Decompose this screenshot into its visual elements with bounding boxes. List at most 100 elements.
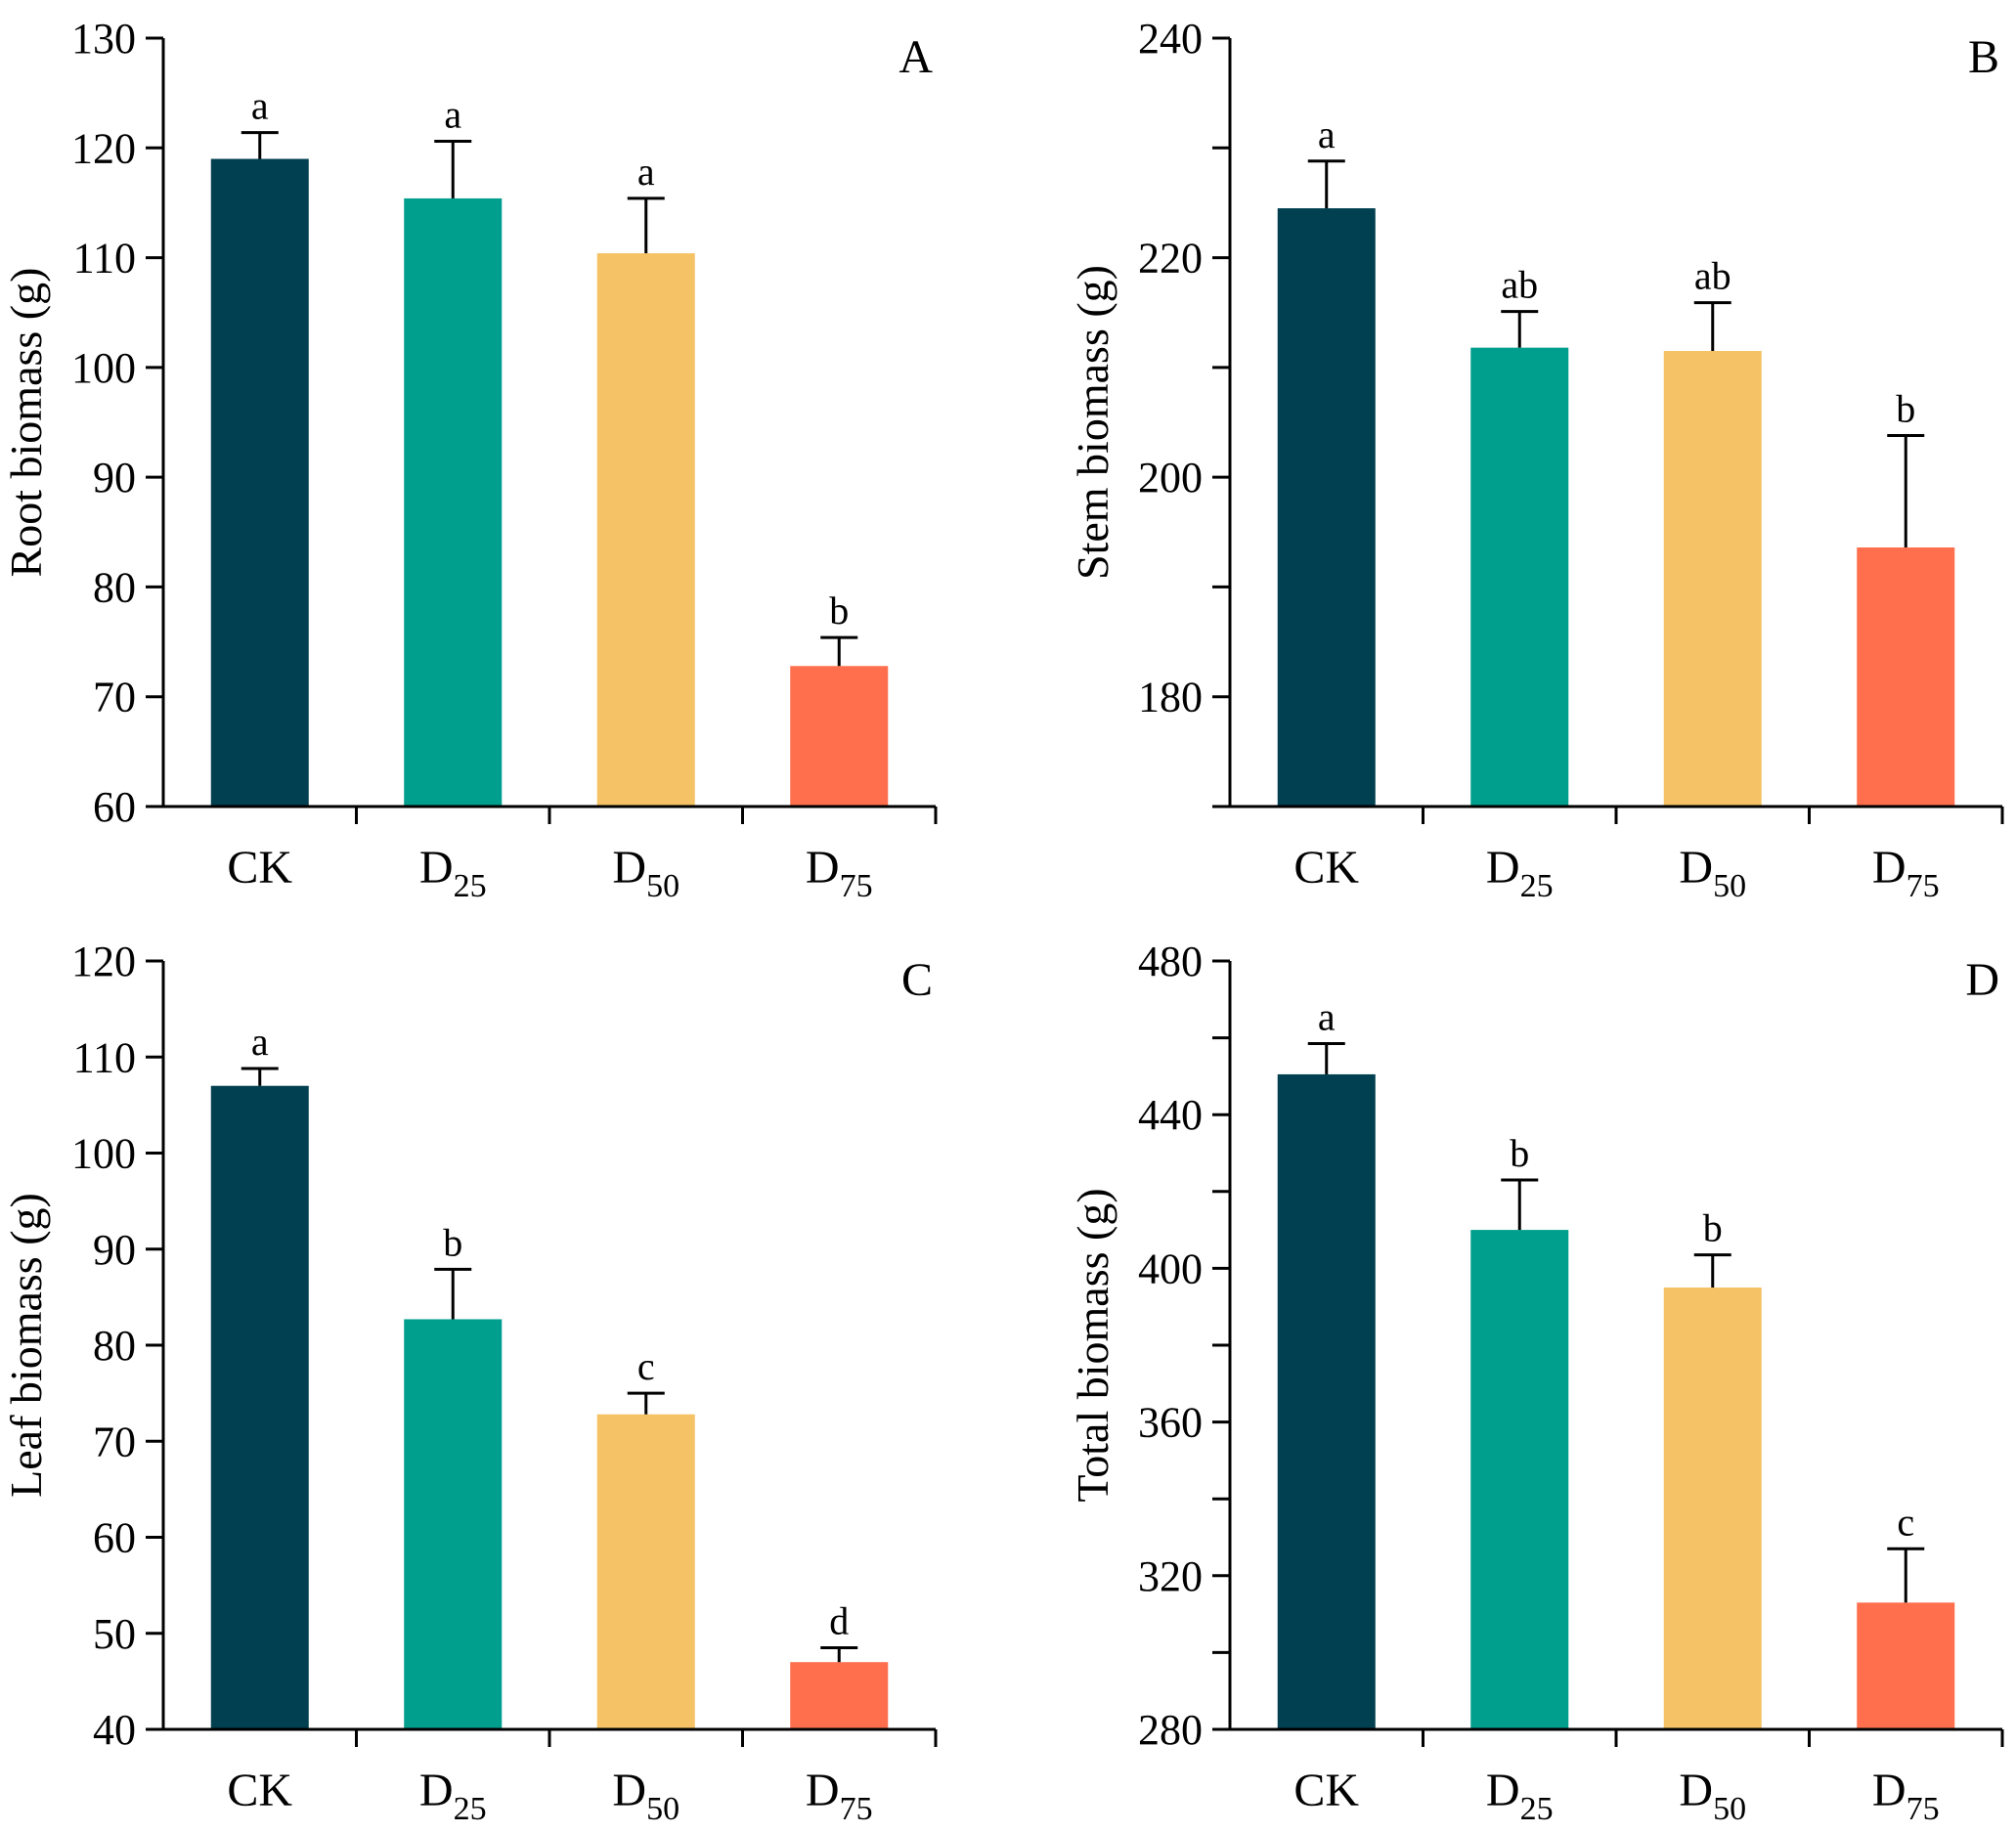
y-tick-label-0: 40 (93, 1706, 136, 1754)
bar-3 (790, 666, 889, 807)
x-category-label-1: D25 (1486, 842, 1554, 904)
y-tick-label-7: 110 (73, 1033, 136, 1081)
y-tick-label-1: 200 (1138, 454, 1203, 502)
x-category-label-2: D50 (1679, 1765, 1746, 1827)
y-tick-label-5: 90 (93, 1226, 136, 1274)
y-tick-label-4: 100 (71, 344, 136, 392)
panel-label: A (898, 31, 933, 83)
bar-2 (596, 1414, 695, 1729)
bar-2 (1663, 1287, 1762, 1729)
panel-label: B (1968, 31, 1999, 83)
y-tick-label-1: 70 (93, 674, 136, 721)
x-category-main: D (612, 1765, 646, 1816)
x-category-label-0: CK (1293, 1765, 1359, 1816)
y-tick-label-4: 80 (93, 1322, 136, 1370)
y-tick-label-3: 240 (1138, 15, 1203, 63)
x-category-subscript: 75 (840, 868, 873, 904)
y-tick-label-8: 120 (71, 938, 136, 985)
y-axis-title: Leaf biomass (g) (1, 1193, 51, 1498)
x-category-main: CK (1293, 842, 1359, 894)
x-category-subscript: 75 (1906, 868, 1940, 904)
bar-3 (1857, 1602, 1955, 1729)
x-category-main: D (1872, 842, 1906, 894)
x-category-label-2: D50 (1679, 842, 1746, 904)
bar-3 (1857, 547, 1955, 807)
x-category-main: CK (227, 842, 292, 894)
y-tick-label-1: 50 (93, 1610, 136, 1658)
x-category-main: CK (1293, 1765, 1359, 1816)
x-category-subscript: 25 (1520, 868, 1554, 904)
y-tick-label-3: 90 (93, 454, 136, 502)
bar-0 (210, 158, 309, 807)
x-category-subscript: 25 (454, 1791, 487, 1827)
x-category-main: D (419, 842, 454, 894)
y-tick-label-2: 80 (93, 563, 136, 611)
x-category-main: CK (227, 1765, 292, 1816)
y-tick-label-6: 120 (71, 124, 136, 172)
y-tick-label-3: 400 (1138, 1244, 1203, 1292)
y-tick-label-5: 110 (73, 235, 136, 283)
significance-label-2: a (637, 150, 655, 194)
significance-label-3: b (1896, 386, 1915, 430)
x-category-subscript: 75 (840, 1791, 873, 1827)
bar-0 (210, 1085, 309, 1729)
bar-1 (404, 1319, 503, 1729)
significance-label-0: a (251, 84, 269, 128)
bar-1 (1470, 1230, 1569, 1729)
y-axis-title: Total biomass (g) (1068, 1188, 1118, 1502)
panel-label: C (901, 954, 933, 1006)
y-tick-label-6: 100 (71, 1130, 136, 1178)
y-tick-label-0: 180 (1138, 674, 1203, 721)
x-category-main: D (612, 842, 646, 894)
x-category-label-3: D75 (806, 1765, 873, 1827)
significance-label-3: d (829, 1598, 849, 1642)
bar-3 (790, 1662, 889, 1729)
y-tick-label-2: 60 (93, 1514, 136, 1562)
y-tick-label-2: 360 (1138, 1399, 1203, 1447)
x-category-main: D (1486, 1765, 1520, 1816)
significance-label-0: a (1318, 994, 1336, 1038)
x-category-main: D (419, 1765, 454, 1816)
x-category-subscript: 25 (454, 868, 487, 904)
significance-label-0: a (251, 1020, 269, 1064)
x-category-main: D (1679, 842, 1713, 894)
x-category-label-2: D50 (612, 842, 679, 904)
x-category-main: D (1872, 1765, 1906, 1816)
x-category-subscript: 75 (1906, 1791, 1940, 1827)
x-category-label-0: CK (1293, 842, 1359, 894)
panel-label: D (1965, 954, 1999, 1006)
x-category-label-3: D75 (1872, 1765, 1940, 1827)
significance-label-1: ab (1501, 263, 1538, 307)
bar-0 (1277, 208, 1376, 807)
x-category-label-1: D25 (419, 842, 487, 904)
x-category-main: D (1486, 842, 1520, 894)
significance-label-3: c (1897, 1500, 1914, 1544)
y-tick-label-4: 440 (1138, 1091, 1203, 1139)
y-tick-label-1: 320 (1138, 1552, 1203, 1600)
x-category-label-1: D25 (419, 1765, 487, 1827)
y-tick-label-2: 220 (1138, 235, 1203, 283)
bar-0 (1277, 1073, 1376, 1729)
bar-2 (1663, 351, 1762, 807)
y-axis-title: Root biomass (g) (1, 268, 51, 578)
y-axis-title: Stem biomass (g) (1068, 265, 1118, 580)
x-category-label-3: D75 (806, 842, 873, 904)
x-category-main: D (1679, 1765, 1713, 1816)
x-category-subscript: 50 (646, 1791, 679, 1827)
y-tick-label-5: 480 (1138, 938, 1203, 985)
significance-label-3: b (829, 589, 849, 633)
y-tick-label-0: 60 (93, 783, 136, 831)
x-category-label-2: D50 (612, 1765, 679, 1827)
x-category-label-3: D75 (1872, 842, 1940, 904)
bar-2 (596, 253, 695, 807)
significance-label-1: b (443, 1220, 462, 1264)
y-tick-label-7: 130 (71, 15, 136, 63)
y-tick-label-3: 70 (93, 1418, 136, 1465)
x-category-subscript: 50 (1713, 1791, 1746, 1827)
x-category-subscript: 25 (1520, 1791, 1554, 1827)
